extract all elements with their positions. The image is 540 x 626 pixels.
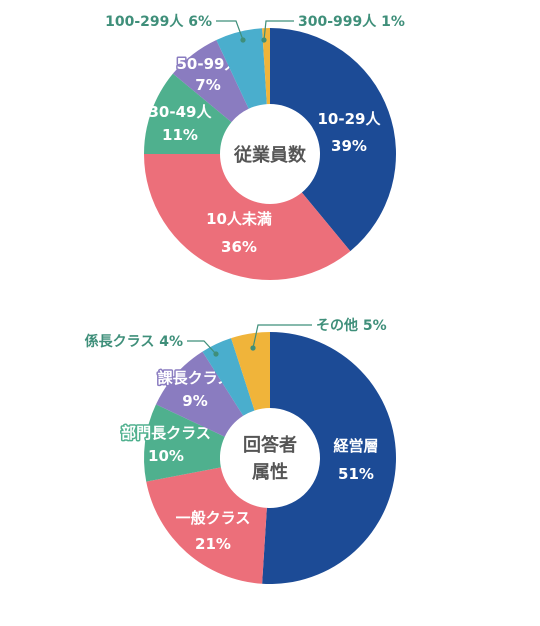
slice-label-1-0: 経営層 <box>333 437 378 455</box>
center-label-1-0: 回答者 <box>243 434 297 456</box>
slice-label-1-3: 課長クラス <box>158 369 233 387</box>
slice-0-2 <box>144 73 232 154</box>
slice-0-0 <box>270 28 397 252</box>
slice-0-5 <box>262 28 270 105</box>
slice-1-1 <box>146 467 267 584</box>
slice-label-1-1: 一般クラス <box>176 509 251 527</box>
leader-line-0-4 <box>216 20 244 41</box>
slice-value-1-0: 51% <box>338 465 374 483</box>
employee-count-donut: 10-29人 39% 10人未満 36% 30-49人 11% 50-99人 7% 100-29… <box>105 13 405 281</box>
leader-dot-1-4 <box>213 351 219 357</box>
leader-dot-0-4 <box>240 37 246 43</box>
slice-1-2 <box>144 404 225 482</box>
leader-dot-0-5 <box>261 37 267 43</box>
center-label-1-1: 属性 <box>252 461 288 483</box>
leader-line-1-5 <box>252 324 312 349</box>
center-label-0-0: 従業員数 <box>233 144 307 166</box>
slice-1-0 <box>262 332 397 584</box>
slice-value-0-1: 36% <box>221 238 257 256</box>
slice-value-0-2: 11% <box>162 126 198 144</box>
slice-label-0-2: 30-49人 <box>149 103 213 121</box>
slice-label-1-2: 部門長クラス <box>121 424 211 442</box>
slice-value-0-0: 39% <box>331 137 367 155</box>
leader-dot-1-5 <box>250 345 256 351</box>
outside-label-0-5: 300-999人 1% <box>298 13 405 30</box>
outside-label-1-4: 係長クラス 4% <box>85 333 183 350</box>
outside-label-1-5: その他 5% <box>316 317 387 334</box>
slice-0-4 <box>216 28 267 109</box>
slice-value-1-1: 21% <box>195 535 231 553</box>
slice-0-3 <box>172 39 249 123</box>
slice-value-1-2: 10% <box>148 447 184 465</box>
slice-label-0-3: 50-99人 <box>177 55 241 73</box>
leader-line-0-5 <box>263 20 294 41</box>
slice-value-0-3: 7% <box>195 76 220 94</box>
slice-1-5 <box>231 332 270 411</box>
respondent-attribute-donut: 経営層 51% 一般クラス 21% 部門長クラス 10% 課長クラス 9% 係長クラス 4% その… <box>85 317 397 584</box>
slice-label-0-1: 10人未満 <box>206 210 272 228</box>
slice-0-1 <box>144 154 351 281</box>
slice-1-4 <box>202 338 255 416</box>
outside-label-0-4: 100-299人 6% <box>105 13 212 30</box>
slice-value-1-3: 9% <box>182 392 207 410</box>
slice-label-0-0: 10-29人 <box>318 110 382 128</box>
leader-line-1-4 <box>187 340 217 355</box>
slice-1-3 <box>155 351 244 437</box>
